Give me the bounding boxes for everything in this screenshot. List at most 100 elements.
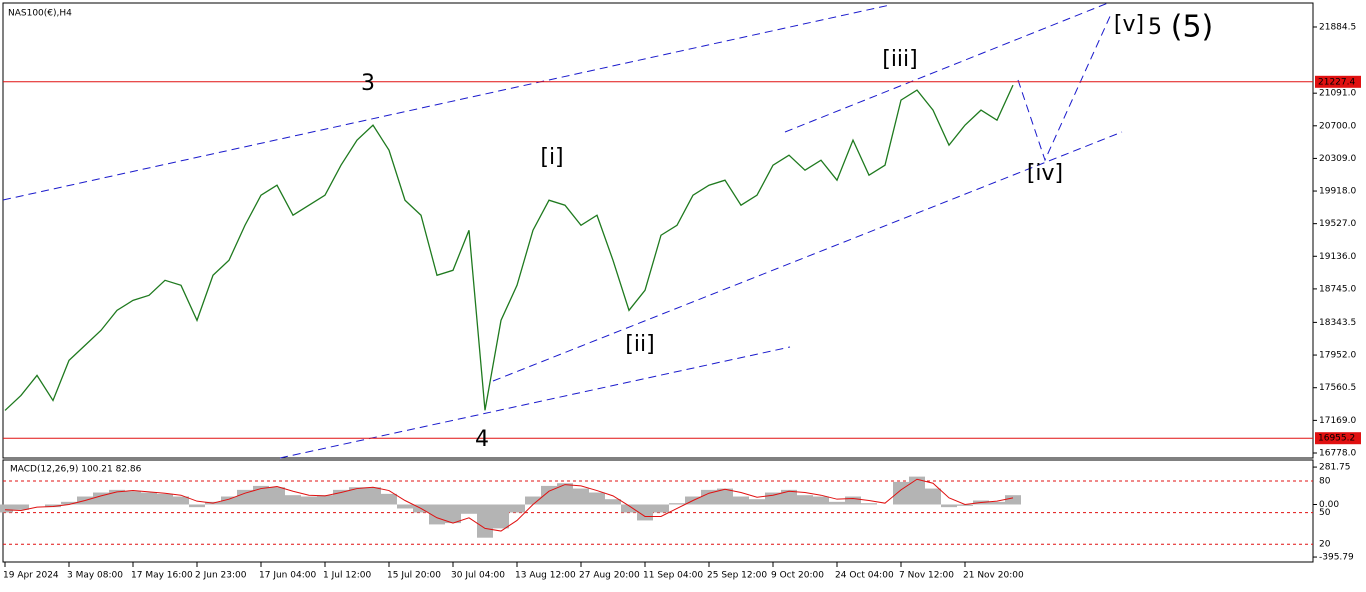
macd-bar	[941, 504, 957, 508]
macd-title: MACD(12,26,9) 100.21 82.86	[10, 465, 142, 475]
macd-bar	[925, 488, 941, 505]
wave-label: 3	[361, 71, 375, 96]
macd-bar	[621, 504, 637, 513]
macd-bar	[93, 492, 109, 505]
macd-bar	[989, 501, 1005, 505]
macd-bar	[141, 492, 157, 505]
y-tick-label: 21884.5	[1319, 22, 1356, 32]
macd-bar	[781, 489, 797, 505]
price-line	[4, 84, 1014, 411]
x-tick-label: 27 Aug 20:00	[579, 571, 640, 581]
price-label-box	[1315, 75, 1361, 88]
macd-bar	[381, 493, 397, 505]
macd-bar	[349, 487, 365, 505]
macd-bar	[909, 476, 925, 505]
macd-bar	[61, 501, 77, 505]
macd-bar	[13, 504, 29, 510]
macd-bar	[669, 503, 685, 505]
macd-bar	[285, 495, 301, 505]
macd-bar	[109, 489, 125, 505]
macd-bar	[301, 496, 317, 505]
macd-bar	[477, 504, 493, 538]
x-tick-label: 3 May 08:00	[67, 571, 123, 581]
y-tick-label: 17560.5	[1319, 383, 1356, 393]
y-tick-label: 0.00	[1319, 500, 1339, 510]
y-tick-label: 21091.0	[1319, 89, 1356, 99]
price-label: 21227.4	[1318, 77, 1355, 87]
x-tick-label: 2 Jun 23:00	[195, 571, 247, 581]
trend-line	[492, 131, 1123, 382]
price-label-box	[1315, 432, 1361, 445]
x-tick-label: 19 Apr 2024	[3, 571, 59, 581]
macd-bar	[461, 504, 477, 514]
y-tick-label: 20309.0	[1319, 154, 1356, 164]
macd-bar	[861, 503, 877, 505]
macd-bar	[525, 496, 541, 505]
wave-label: [i]	[540, 145, 563, 170]
price-panel	[2, 2, 1314, 459]
macd-bar	[173, 496, 189, 505]
macd-bar	[829, 501, 845, 505]
y-tick-label: 18745.0	[1319, 284, 1356, 294]
wave-label: [iii]	[882, 47, 918, 72]
x-tick-label: 21 Nov 20:00	[963, 571, 1024, 581]
macd-bar	[157, 493, 173, 505]
macd-bar	[605, 499, 621, 505]
y-tick-label: -395.79	[1319, 553, 1354, 563]
x-tick-label: 25 Sep 12:00	[707, 571, 767, 581]
macd-bar	[701, 489, 717, 505]
y-tick-label: 18343.5	[1319, 318, 1356, 328]
macd-bar	[509, 504, 525, 513]
macd-bar	[365, 487, 381, 505]
level-label: 50	[1319, 508, 1331, 518]
macd-bar	[573, 488, 589, 505]
macd-bar	[541, 485, 557, 505]
level-label: 80	[1319, 476, 1331, 486]
y-tick-label: 17952.0	[1319, 351, 1356, 361]
trend-line	[2, 4, 891, 201]
macd-bar	[45, 504, 61, 508]
macd-bar	[893, 481, 909, 505]
macd-bar	[797, 495, 813, 505]
x-tick-label: 17 May 16:00	[131, 571, 193, 581]
macd-bar	[589, 492, 605, 505]
x-tick-label: 24 Oct 04:00	[835, 571, 894, 581]
macd-bar	[237, 489, 253, 505]
signal-line	[4, 478, 1014, 532]
projection	[1017, 11, 1113, 162]
wave-label: [iv]	[1027, 161, 1063, 186]
y-tick-label: 281.75	[1319, 463, 1351, 473]
y-tick-label: 20700.0	[1319, 121, 1356, 131]
macd-bar	[125, 491, 141, 505]
macd-bar	[221, 496, 237, 505]
x-tick-label: 15 Jul 20:00	[387, 571, 441, 581]
macd-bar	[557, 483, 573, 505]
price-label: 16955.2	[1318, 434, 1355, 444]
y-tick-label: 19918.0	[1319, 187, 1356, 197]
y-tick-label: 16778.0	[1319, 448, 1356, 458]
macd-bar	[317, 495, 333, 505]
macd-bar	[1005, 495, 1021, 505]
x-tick-label: 13 Aug 12:00	[515, 571, 576, 581]
macd-bar	[813, 496, 829, 505]
wave-label: 4	[475, 427, 489, 452]
wave-label: [ii]	[625, 332, 654, 357]
x-tick-label: 1 Jul 12:00	[323, 571, 372, 581]
macd-bar	[397, 504, 413, 509]
macd-bar	[493, 504, 509, 529]
macd-bar	[717, 488, 733, 505]
macd-bar	[0, 504, 13, 513]
wave-label: (5)	[1171, 10, 1214, 45]
wave-label: 5	[1148, 15, 1162, 40]
x-tick-label: 9 Oct 20:00	[771, 571, 824, 581]
macd-bar	[765, 492, 781, 505]
macd-bar	[653, 504, 669, 513]
macd-bar	[189, 504, 205, 508]
trend-line	[279, 346, 791, 459]
chart-title: NAS100(€),H4	[8, 9, 72, 19]
wave-label: [v]	[1114, 12, 1144, 37]
macd-bar	[957, 504, 973, 506]
x-tick-label: 11 Sep 04:00	[643, 571, 703, 581]
x-tick-label: 7 Nov 12:00	[899, 571, 954, 581]
